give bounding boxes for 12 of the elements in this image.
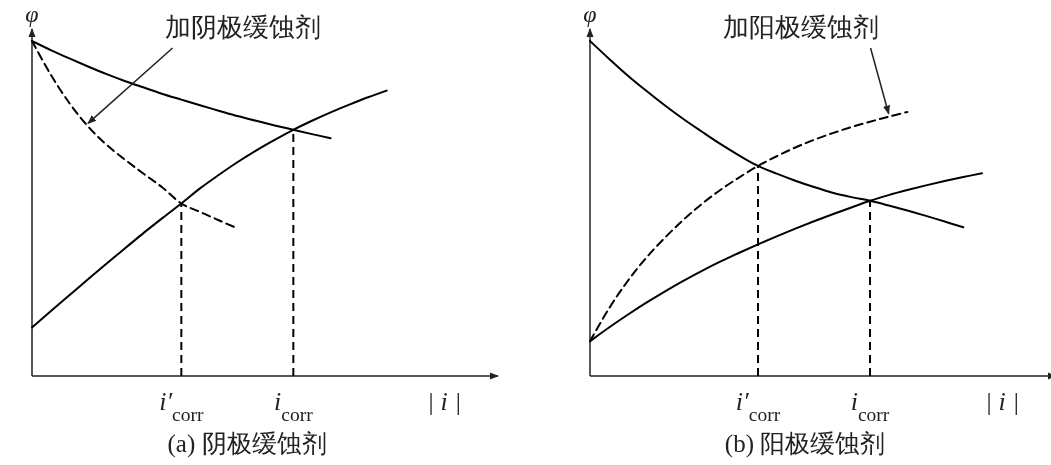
y-axis-title: φ <box>583 1 597 27</box>
x-tick-label: i′$_{corr}$ <box>159 387 204 425</box>
x-tick-label: i$_{corr}$ <box>850 387 890 425</box>
x-tick-label: i$_{corr}$ <box>274 387 314 425</box>
x-axis-title: | i | <box>984 387 1020 416</box>
annotation: 加阴极缓蚀剂 <box>164 13 321 42</box>
annotation: 加阳极缓蚀剂 <box>722 13 879 42</box>
y-axis-title: φ <box>25 1 39 27</box>
x-axis-title: | i | <box>426 387 462 416</box>
text: (b) 阳极缓蚀剂 <box>724 430 886 458</box>
text: (a) 阴极缓蚀剂 <box>167 430 327 458</box>
x-tick-label: i′$_{corr}$ <box>735 387 781 425</box>
